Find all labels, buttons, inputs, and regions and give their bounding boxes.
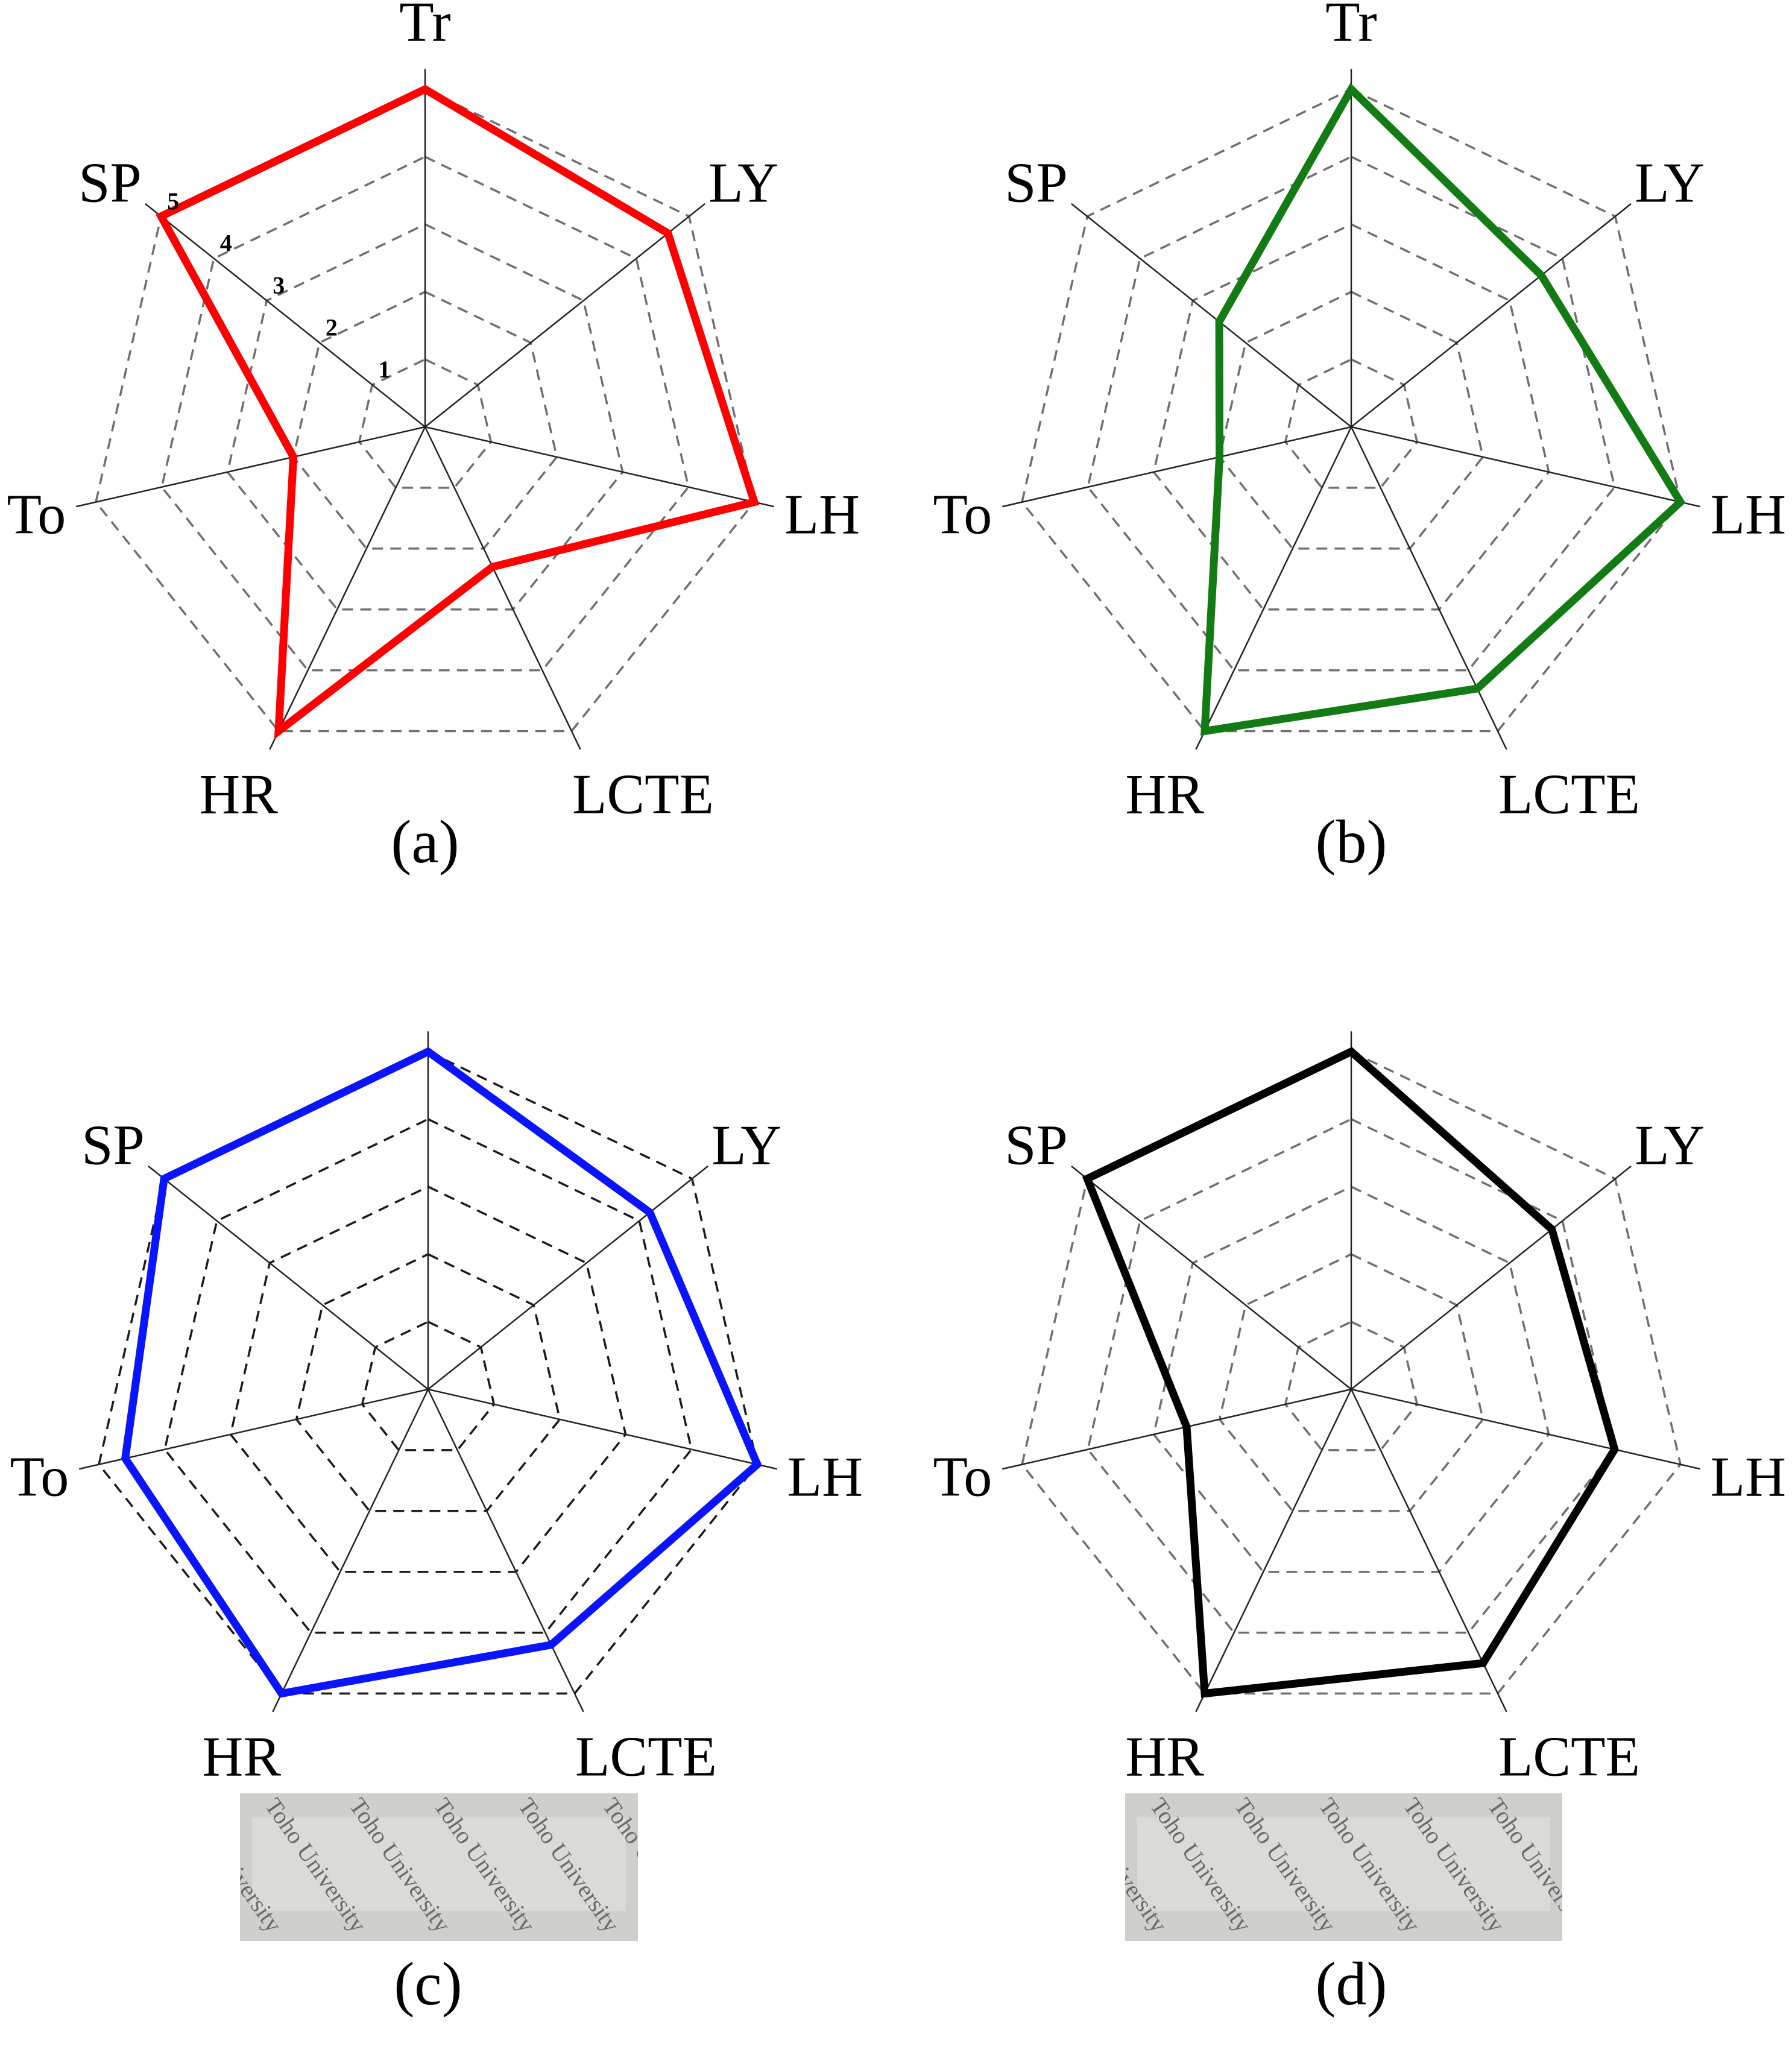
grid-ring-5 (98, 1050, 759, 1695)
grid-ring-2 (292, 291, 558, 550)
grid-ring-4 (163, 1118, 693, 1634)
axis-line-LH (1351, 426, 1700, 508)
axis-label-To: To (7, 484, 66, 546)
axis-label-To: To (933, 484, 992, 546)
scale-label-5: 5 (167, 188, 179, 215)
scale-label-2: 2 (326, 314, 338, 341)
axis-line-LH (427, 1388, 777, 1470)
axis-line-LCTE (427, 1389, 584, 1712)
axis-label-SP: SP (78, 152, 142, 215)
axis-label-LY: LY (711, 1114, 781, 1177)
scale-label-3: 3 (273, 272, 285, 299)
axis-line-To (79, 1388, 429, 1470)
panel-caption: (b) (1316, 808, 1387, 876)
axis-label-LY: LY (1635, 1114, 1705, 1177)
axis-label-SP: SP (1005, 152, 1068, 215)
grid-ring-1 (361, 1321, 496, 1451)
grid-ring-3 (1152, 1185, 1550, 1573)
grid-ring-3 (1152, 223, 1550, 611)
axis-line-SP (145, 203, 426, 428)
grid-ring-1 (358, 358, 493, 489)
panel-caption: (a) (391, 808, 459, 876)
grid-ring-5 (95, 88, 756, 733)
axis-line-HR (272, 1389, 429, 1712)
panel-caption: (c) (394, 1950, 462, 2018)
radar-panel-b: Tr LY LH LCTE HR To SP (b) (933, 0, 1786, 876)
grid-ring-2 (1218, 1253, 1484, 1512)
axis-label-LH: LH (1711, 1446, 1786, 1509)
axis-line-To (1002, 1388, 1352, 1470)
axis-label-HR: HR (202, 1726, 281, 1788)
axis-label-HR: HR (1125, 763, 1204, 826)
axis-label-LCTE: LCTE (575, 1726, 717, 1788)
axis-label-HR: HR (199, 763, 278, 826)
axis-label-SP: SP (1005, 1114, 1068, 1177)
axis-line-LY (1351, 1165, 1632, 1390)
axis-label-SP: SP (81, 1114, 145, 1177)
scale-label-1: 1 (378, 356, 390, 383)
grid-ring-3 (229, 1185, 627, 1573)
axis-line-SP (148, 1165, 429, 1390)
axis-label-To: To (933, 1446, 992, 1509)
data-polygon (1200, 83, 1686, 736)
grid-ring-4 (1087, 156, 1616, 672)
axis-line-SP (1071, 203, 1352, 428)
grid-ring-2 (295, 1253, 561, 1512)
photo-watermark-text: Toho University (682, 1793, 794, 1937)
grid-ring-2 (1218, 291, 1484, 550)
axis-label-LCTE: LCTE (1498, 1726, 1640, 1788)
grid-ring-5 (1021, 88, 1682, 733)
axis-line-LY (424, 203, 705, 428)
axis-label-Tr: Tr (1325, 0, 1377, 54)
axis-label-LCTE: LCTE (572, 763, 714, 826)
grid-ring-5 (1021, 1050, 1682, 1695)
axis-label-LY: LY (708, 152, 778, 215)
photo-watermark-text: Toho University (1567, 1793, 1679, 1937)
data-polygon (1082, 1047, 1619, 1698)
axis-line-LCTE (1350, 426, 1507, 750)
axis-line-HR (1195, 1389, 1352, 1712)
grid-ring-1 (1284, 358, 1419, 489)
axis-label-LCTE: LCTE (1498, 763, 1640, 826)
axis-label-LY: LY (1635, 152, 1705, 215)
grid-ring-3 (226, 223, 624, 611)
axis-label-Tr: Tr (399, 0, 450, 54)
axis-line-HR (269, 426, 426, 750)
grid-ring-1 (1284, 1321, 1419, 1451)
axis-line-LH (1351, 1388, 1700, 1470)
axis-line-LY (1351, 203, 1632, 428)
data-polygon (156, 84, 760, 740)
panel-caption: (d) (1316, 1950, 1387, 2018)
scale-label-4: 4 (220, 230, 232, 257)
axis-line-HR (1195, 426, 1352, 750)
axis-line-LCTE (1350, 1389, 1507, 1712)
axis-line-To (76, 426, 426, 508)
axis-line-LY (427, 1165, 708, 1390)
axis-label-LH: LH (787, 1446, 863, 1509)
axis-label-LH: LH (784, 484, 860, 546)
axis-line-LCTE (424, 426, 581, 750)
axis-line-LH (424, 426, 774, 508)
axis-label-To: To (10, 1446, 69, 1509)
grid-ring-4 (1087, 1118, 1616, 1634)
radar-panel-a: Tr LY LH LCTE HR To SP 1 2 3 4 5 (a) (7, 0, 860, 876)
axis-line-To (1002, 426, 1352, 508)
axis-label-HR: HR (1125, 1726, 1204, 1788)
axis-line-SP (1071, 1165, 1352, 1390)
data-polygon (121, 1047, 762, 1698)
axis-label-LH: LH (1711, 484, 1786, 546)
